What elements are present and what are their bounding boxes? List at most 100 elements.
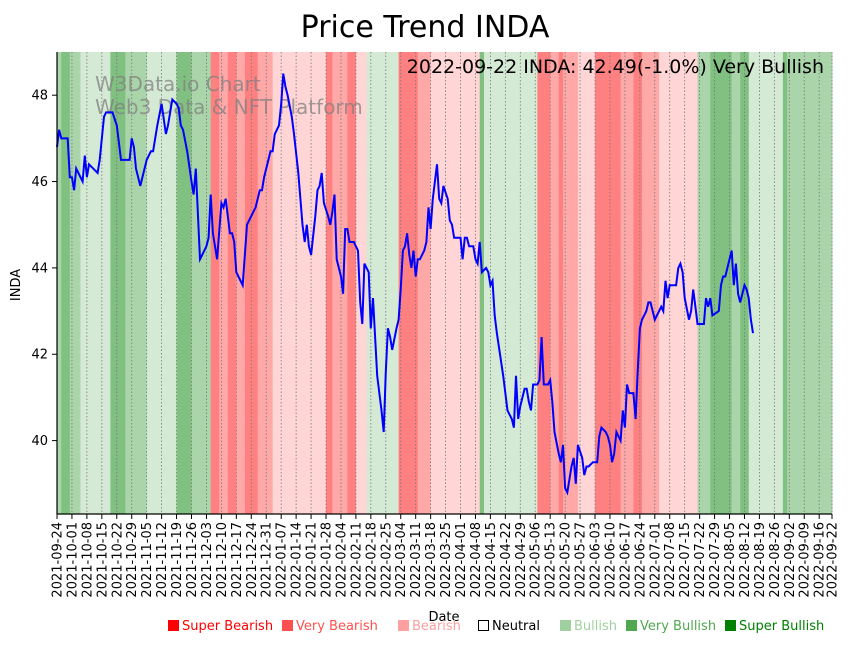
- legend-swatch-icon: [398, 620, 409, 631]
- band-super-bearish: [347, 52, 357, 514]
- legend-label: Very Bearish: [296, 619, 378, 634]
- band-bearish: [355, 52, 368, 514]
- latest-price-annotation: 2022-09-22 INDA: 42.49(-1.0%) Very Bulli…: [407, 56, 824, 78]
- x-tick-label: 2021-11-26: [185, 522, 200, 598]
- sentiment-bands: [57, 52, 833, 514]
- band-very-bearish: [219, 52, 229, 514]
- legend-swatch-icon: [168, 620, 179, 631]
- band-bullish: [366, 52, 400, 514]
- band-very-bearish: [620, 52, 634, 514]
- watermark: W3Data.io Chart Web3 Data & NFT Platform: [95, 72, 363, 119]
- x-tick-label: 2021-12-31: [260, 522, 275, 598]
- legend-label: Super Bearish: [182, 619, 274, 634]
- x-tick-label: 2022-01-28: [320, 522, 335, 598]
- x-tick-label: 2022-05-27: [574, 522, 589, 598]
- watermark-line-1: W3Data.io Chart: [95, 72, 261, 96]
- legend-item-bullish: Bullish: [560, 619, 617, 634]
- x-tick-label: 2022-03-04: [394, 522, 409, 598]
- x-tick-label: 2022-05-13: [544, 522, 559, 598]
- price-line: [56, 73, 754, 496]
- x-tick-label: 2022-03-25: [439, 522, 454, 598]
- y-axis-ticks: 40 42 44 46 48: [31, 89, 57, 449]
- y-tick-label: 40: [31, 434, 48, 449]
- watermark-line-2: Web3 Data & NFT Platform: [95, 95, 363, 119]
- legend-label: Super Bullish: [739, 619, 825, 634]
- x-tick-label: 2021-10-29: [125, 522, 140, 598]
- x-axis-ticks: 2021-09-24 2021-10-01 2021-10-08 2021-10-15…: [51, 514, 841, 598]
- legend: Super Bearish Very Bearish Bearish Neutral B…: [0, 619, 851, 639]
- x-tick-label: 2022-07-08: [663, 522, 678, 598]
- band-very-bearish: [562, 52, 579, 514]
- x-tick-label: 2022-05-06: [529, 522, 544, 598]
- x-tick-label: 2022-02-11: [349, 522, 364, 598]
- legend-swatch-icon: [478, 620, 489, 631]
- legend-label: Very Bullish: [640, 619, 717, 634]
- legend-item-super-bearish: Super Bearish: [168, 619, 273, 634]
- band-super-bearish: [537, 52, 551, 514]
- legend-swatch-icon: [560, 620, 571, 631]
- band-very-bullish: [701, 52, 711, 514]
- x-tick-label: 2021-12-03: [200, 522, 215, 598]
- x-tick-label: 2022-08-19: [753, 522, 768, 598]
- legend-label: Bearish: [412, 619, 461, 634]
- legend-swatch-icon: [282, 620, 293, 631]
- x-tick-label: 2022-02-25: [379, 522, 394, 598]
- axes: [56, 52, 832, 515]
- x-tick-label: 2022-01-14: [290, 522, 305, 598]
- legend-label: Neutral: [492, 619, 540, 634]
- x-tick-label: 2022-06-17: [618, 522, 633, 598]
- x-tick-label: 2022-08-05: [723, 522, 738, 598]
- x-tick-label: 2022-02-18: [364, 522, 379, 598]
- x-tick-label: 2021-10-08: [80, 522, 95, 598]
- band-very-bullish: [69, 52, 81, 514]
- legend-item-super-bullish: Super Bullish: [725, 619, 824, 634]
- x-tick-label: 2021-11-05: [140, 522, 155, 598]
- x-tick-label: 2021-10-22: [110, 522, 125, 598]
- band-super-bearish: [210, 52, 220, 514]
- legend-swatch-icon: [725, 620, 736, 631]
- band-super-bullish: [176, 52, 193, 514]
- x-tick-label: 2022-01-21: [305, 522, 320, 598]
- x-tick-label: 2022-06-10: [603, 522, 618, 598]
- band-very-bullish: [191, 52, 212, 514]
- legend-item-neutral: Neutral: [478, 619, 540, 634]
- band-very-bullish: [787, 52, 833, 514]
- band-very-bearish: [417, 52, 432, 514]
- x-tick-label: 2022-06-03: [589, 522, 604, 598]
- band-very-bullish: [125, 52, 148, 514]
- band-bullish: [748, 52, 784, 514]
- chart-title: Price Trend INDA: [301, 10, 550, 45]
- band-super-bearish: [398, 52, 419, 514]
- x-tick-label: 2021-12-17: [230, 522, 245, 598]
- legend-item-bearish: Bearish: [398, 619, 461, 634]
- x-tick-label: 2022-04-22: [499, 522, 514, 598]
- x-tick-label: 2022-08-26: [768, 522, 783, 598]
- band-super-bullish: [61, 52, 71, 514]
- x-tick-label: 2022-09-22: [826, 522, 841, 598]
- band-super-bullish: [782, 52, 788, 514]
- band-very-bearish: [332, 52, 348, 514]
- band-super-bullish: [110, 52, 126, 514]
- x-tick-label: 2022-04-29: [514, 522, 529, 598]
- x-tick-label: 2022-03-11: [409, 522, 424, 598]
- x-tick-label: 2022-06-24: [633, 522, 648, 598]
- x-tick-label: 2022-07-01: [648, 522, 663, 598]
- x-tick-label: 2022-03-18: [424, 522, 439, 598]
- x-tick-label: 2022-09-16: [813, 522, 828, 598]
- x-tick-label: 2021-10-01: [65, 522, 80, 598]
- band-very-bearish: [641, 52, 660, 514]
- x-tick-label: 2022-09-02: [783, 522, 798, 598]
- x-tick-label: 2022-04-15: [484, 522, 499, 598]
- band-bearish: [577, 52, 596, 514]
- y-tick-label: 46: [31, 175, 48, 190]
- x-tick-label: 2022-08-12: [738, 522, 753, 598]
- band-super-bullish: [479, 52, 485, 514]
- x-tick-label: 2022-07-22: [693, 522, 708, 598]
- x-tick-label: 2022-05-20: [559, 522, 574, 598]
- x-tick-label: 2022-07-15: [678, 522, 693, 598]
- x-tick-label: 2021-11-19: [170, 522, 185, 598]
- band-super-bearish: [227, 52, 237, 514]
- band-bullish: [80, 52, 111, 514]
- x-tick-label: 2022-04-08: [469, 522, 484, 598]
